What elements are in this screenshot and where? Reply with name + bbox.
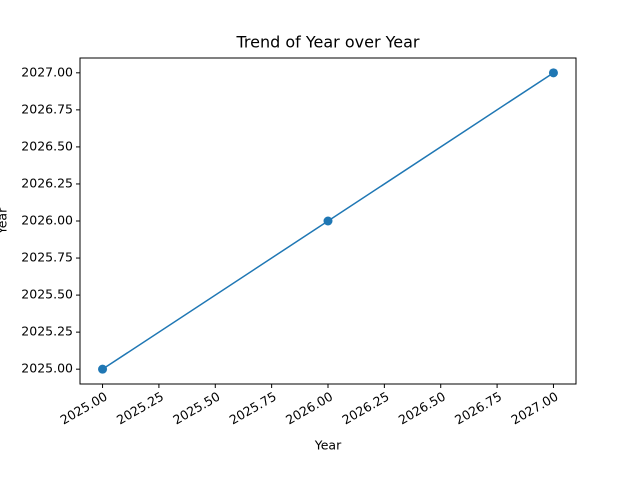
- marker: [548, 68, 558, 78]
- y-tick-label: 2027.00: [21, 64, 73, 79]
- y-tick-label: 2026.50: [21, 138, 73, 153]
- y-tick-label: 2026.75: [21, 101, 73, 116]
- x-axis-label: Year: [314, 438, 342, 453]
- chart-title: Trend of Year over Year: [236, 33, 420, 52]
- plot-frame: [79, 57, 577, 385]
- y-tick-label: 2026.25: [21, 175, 73, 190]
- y-tick-label: 2025.00: [21, 361, 73, 376]
- marker: [98, 364, 108, 374]
- y-tick-label: 2025.75: [21, 250, 73, 265]
- marker: [323, 216, 333, 226]
- y-tick-label: 2025.50: [21, 287, 73, 302]
- y-tick-label: 2025.25: [21, 324, 73, 339]
- y-axis-label: Year: [0, 207, 10, 235]
- y-tick-label: 2026.00: [21, 213, 73, 228]
